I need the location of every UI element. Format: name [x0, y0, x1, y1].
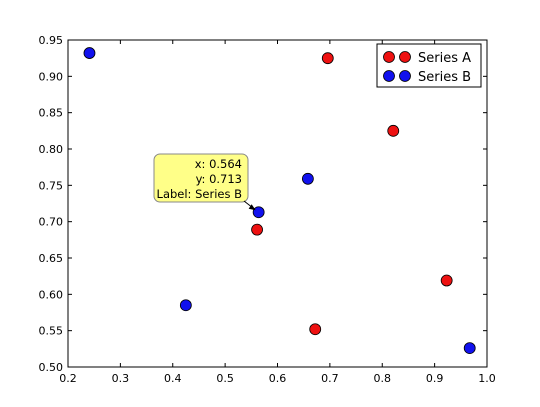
tooltip-line: y: 0.713 [196, 172, 242, 186]
series-b [83, 47, 476, 355]
data-point[interactable] [179, 299, 192, 312]
y-tick-label: 0.75 [39, 179, 64, 192]
tooltip-box [153, 153, 249, 203]
data-point[interactable] [463, 342, 476, 355]
data-point[interactable] [309, 323, 322, 336]
legend-marker [399, 51, 411, 63]
data-point[interactable] [251, 223, 263, 236]
x-tick-label: 0.6 [269, 372, 287, 385]
x-tick-label: 0.2 [59, 372, 77, 385]
x-tick-label: 0.5 [216, 372, 234, 385]
tooltip-arrowhead [248, 204, 256, 211]
y-tick-label: 0.85 [39, 107, 64, 120]
y-tick-label: 0.60 [39, 288, 64, 301]
data-point[interactable] [440, 274, 453, 287]
x-tick-label: 0.4 [164, 372, 182, 385]
legend-marker [383, 70, 395, 82]
tick-layer: 0.2 0.3 0.4 0.5 0.6 0.7 0.8 0.9 1.0 0.50 0.55 0.60 0… [39, 34, 496, 385]
y-tick-label: 0.90 [39, 70, 64, 83]
legend-entry: Series A [383, 51, 471, 66]
tooltip-line: x: 0.564 [195, 157, 242, 171]
y-tick-label: 0.55 [39, 325, 64, 338]
legend-label: Series B [418, 70, 471, 85]
data-point[interactable] [301, 172, 314, 185]
legend-entry: Series B [383, 70, 471, 85]
x-tick-label: 1.0 [478, 372, 496, 385]
tooltip-line: Label: Series B [157, 187, 243, 201]
data-point[interactable] [387, 124, 400, 137]
y-tick-label: 0.50 [39, 361, 64, 374]
x-tick-label: 0.8 [374, 372, 392, 385]
legend: Series A Series B [376, 43, 482, 88]
legend-marker [399, 70, 411, 82]
y-tick-label: 0.95 [39, 34, 64, 47]
data-points-layer [83, 47, 476, 355]
plot-frame [67, 39, 488, 368]
data-point[interactable] [252, 206, 265, 219]
legend-label: Series A [418, 51, 471, 66]
x-tick-label: 0.3 [112, 372, 130, 385]
x-tick-label: 0.9 [426, 372, 444, 385]
data-point[interactable] [83, 47, 96, 59]
y-tick-label: 0.65 [39, 252, 64, 265]
y-tick-label: 0.80 [39, 143, 64, 156]
y-tick-label: 0.70 [39, 216, 64, 229]
legend-marker [383, 51, 395, 63]
data-point[interactable] [321, 52, 334, 65]
series-a [251, 52, 453, 336]
legend-box [376, 43, 482, 88]
x-tick-label: 0.7 [321, 372, 339, 385]
